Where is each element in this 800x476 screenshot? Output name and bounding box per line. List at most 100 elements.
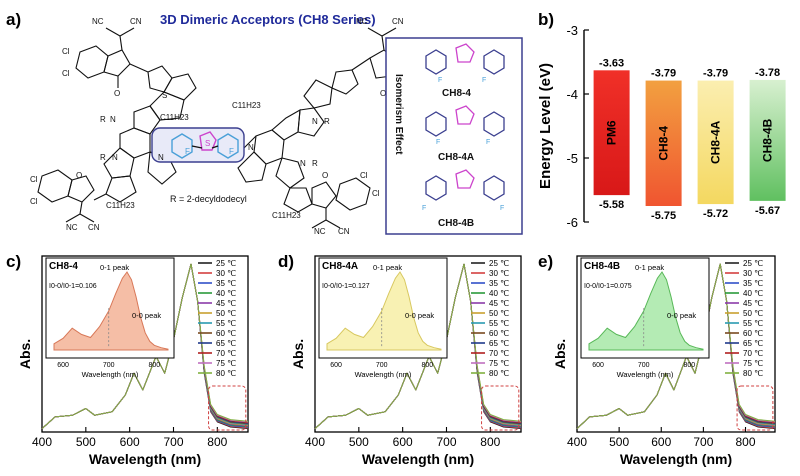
- fluorophenyl-right: [217, 133, 239, 159]
- legend-label-5: 50 ℃: [743, 309, 763, 318]
- legend-label-1: 30 ℃: [743, 269, 763, 278]
- curve-11: [314, 263, 522, 429]
- thiophene-ring-6: [303, 79, 333, 109]
- atom-n-2: N: [112, 153, 118, 162]
- x-tick-label: 700: [436, 435, 456, 449]
- atom-s-bridge: S: [205, 139, 210, 148]
- isomer-ch8-4: F F: [425, 43, 505, 84]
- atom-cn-3: CN: [392, 17, 404, 26]
- atom-n-6: N: [248, 143, 254, 152]
- molecule-structure: Cl Cl NC CN O S N R R N N Cl Cl NC CN O …: [30, 17, 523, 236]
- atom-cl-3: Cl: [30, 175, 38, 184]
- inset-peak01-label: 0-1 peak: [373, 263, 402, 272]
- spectrum-ch8-4: 400 500 600 700 800 Wavelength (nm) Abs. 600 700…: [17, 255, 249, 467]
- energy-bar-ch8-4b: [749, 79, 786, 201]
- inset-spectrum: [326, 271, 442, 351]
- zoom-region-box: [481, 385, 520, 431]
- pyrrole-ring-2: [103, 147, 135, 179]
- legend-label-8: 65 ℃: [489, 339, 509, 348]
- x-tick-label: 700: [693, 435, 713, 449]
- energy-bar-ch8-4: [645, 80, 682, 206]
- panel-c-letter: c): [6, 252, 22, 271]
- panel-b-letter: b): [538, 10, 555, 29]
- lumo-label-pm6: -3.63: [599, 57, 624, 69]
- curve-11: [41, 263, 249, 429]
- x-tick-label: 800: [735, 435, 755, 449]
- x-tick-label: 600: [120, 435, 140, 449]
- legend-label-0: 25 ℃: [743, 259, 763, 268]
- x-axis-label: Wavelength (nm): [620, 451, 732, 467]
- legend-label-10: 75 ℃: [216, 359, 236, 368]
- energy-tick-label: -4: [566, 87, 578, 102]
- atom-cn-4: CN: [338, 227, 350, 236]
- atom-o-3: O: [380, 89, 386, 98]
- legend-label-6: 55 ℃: [743, 319, 763, 328]
- legend-label-0: 25 ℃: [216, 259, 236, 268]
- atom-f-2: F: [229, 147, 234, 156]
- atom-nc-2: NC: [66, 223, 78, 232]
- benzene-core-1: [119, 127, 151, 159]
- core-ring-2: [271, 108, 301, 141]
- legend-label-8: 65 ℃: [216, 339, 236, 348]
- plot-frame: [576, 255, 776, 433]
- inset-x-tick-label: 700: [376, 362, 388, 369]
- energy-tick-label: -6: [566, 215, 578, 230]
- y-axis-label: Abs.: [552, 339, 568, 369]
- inset-ratio-label: I0-0/I0-1=0.106: [49, 283, 97, 290]
- atom-cl-2: Cl: [62, 69, 70, 78]
- pyrrole-ring-3: [297, 107, 325, 137]
- atom-cl-7: Cl: [360, 171, 368, 180]
- y-axis-label: Abs.: [290, 339, 306, 369]
- lumo-label-ch8-4a: -3.79: [703, 68, 728, 80]
- isomer-ch8-4b: F F: [422, 169, 505, 212]
- legend-label-7: 60 ℃: [216, 329, 236, 338]
- legend-label-9: 70 ℃: [489, 349, 509, 358]
- inset-x-tick-label: 600: [57, 362, 69, 369]
- legend-label-11: 80 ℃: [743, 369, 763, 378]
- isomer-ch8-4b-f1: F: [422, 205, 426, 212]
- energy-bar-pm6: [593, 70, 630, 196]
- legend-label-9: 70 ℃: [216, 349, 236, 358]
- legend-label-10: 75 ℃: [743, 359, 763, 368]
- homo-label-ch8-4: -5.75: [651, 210, 676, 222]
- inset-title: CH8-4: [49, 261, 78, 272]
- atom-s-1: S: [162, 91, 167, 100]
- inset-x-tick-label: 700: [638, 362, 650, 369]
- atom-c11h23-1: C11H23: [160, 113, 189, 122]
- benzene-ring-ul: [75, 45, 109, 79]
- atom-nc-4: NC: [314, 227, 326, 236]
- energy-level-chart: -3 -4 -5 -6 Energy Level (eV) -3.63 -5.58 PM6 -3…: [537, 23, 786, 230]
- legend-label-11: 80 ℃: [216, 369, 236, 378]
- x-tick-label: 400: [32, 435, 52, 449]
- zoom-region-box: [736, 385, 774, 431]
- x-tick-label: 400: [305, 435, 325, 449]
- atom-cn-1: CN: [130, 17, 142, 26]
- thiophene-ring-1: [147, 65, 173, 93]
- inset-spectrum: [588, 271, 704, 351]
- benzene-core-2: [253, 129, 285, 165]
- x-tick-label: 600: [651, 435, 671, 449]
- isomer-ch8-4a-f2: F: [486, 139, 490, 146]
- legend-label-3: 40 ℃: [489, 289, 509, 298]
- zoom-region-box: [208, 385, 247, 431]
- inset-x-label: Wavelength (nm): [617, 370, 674, 379]
- indanone-ring-ul: [103, 49, 131, 77]
- legend-label-6: 55 ℃: [489, 319, 509, 328]
- legend-label-10: 75 ℃: [489, 359, 509, 368]
- legend-label-5: 50 ℃: [489, 309, 509, 318]
- atom-c11h23-4: C11H23: [272, 211, 301, 220]
- inset-peak00-label: 0-0 peak: [667, 311, 696, 320]
- inset-x-label: Wavelength (nm): [82, 370, 139, 379]
- inset-x-label: Wavelength (nm): [355, 370, 412, 379]
- legend-label-2: 35 ℃: [743, 279, 763, 288]
- plot-frame: [314, 255, 522, 433]
- plot-frame: [41, 255, 249, 433]
- legend-label-4: 45 ℃: [489, 299, 509, 308]
- x-tick-label: 700: [163, 435, 183, 449]
- r-group-label: R = 2-decyldodecyl: [170, 194, 247, 204]
- inset-title: CH8-4B: [584, 261, 620, 272]
- panel-a-title: 3D Dimeric Acceptors (CH8 Series): [160, 12, 376, 27]
- legend-label-11: 80 ℃: [489, 369, 509, 378]
- inset-peak01-label: 0-1 peak: [100, 263, 129, 272]
